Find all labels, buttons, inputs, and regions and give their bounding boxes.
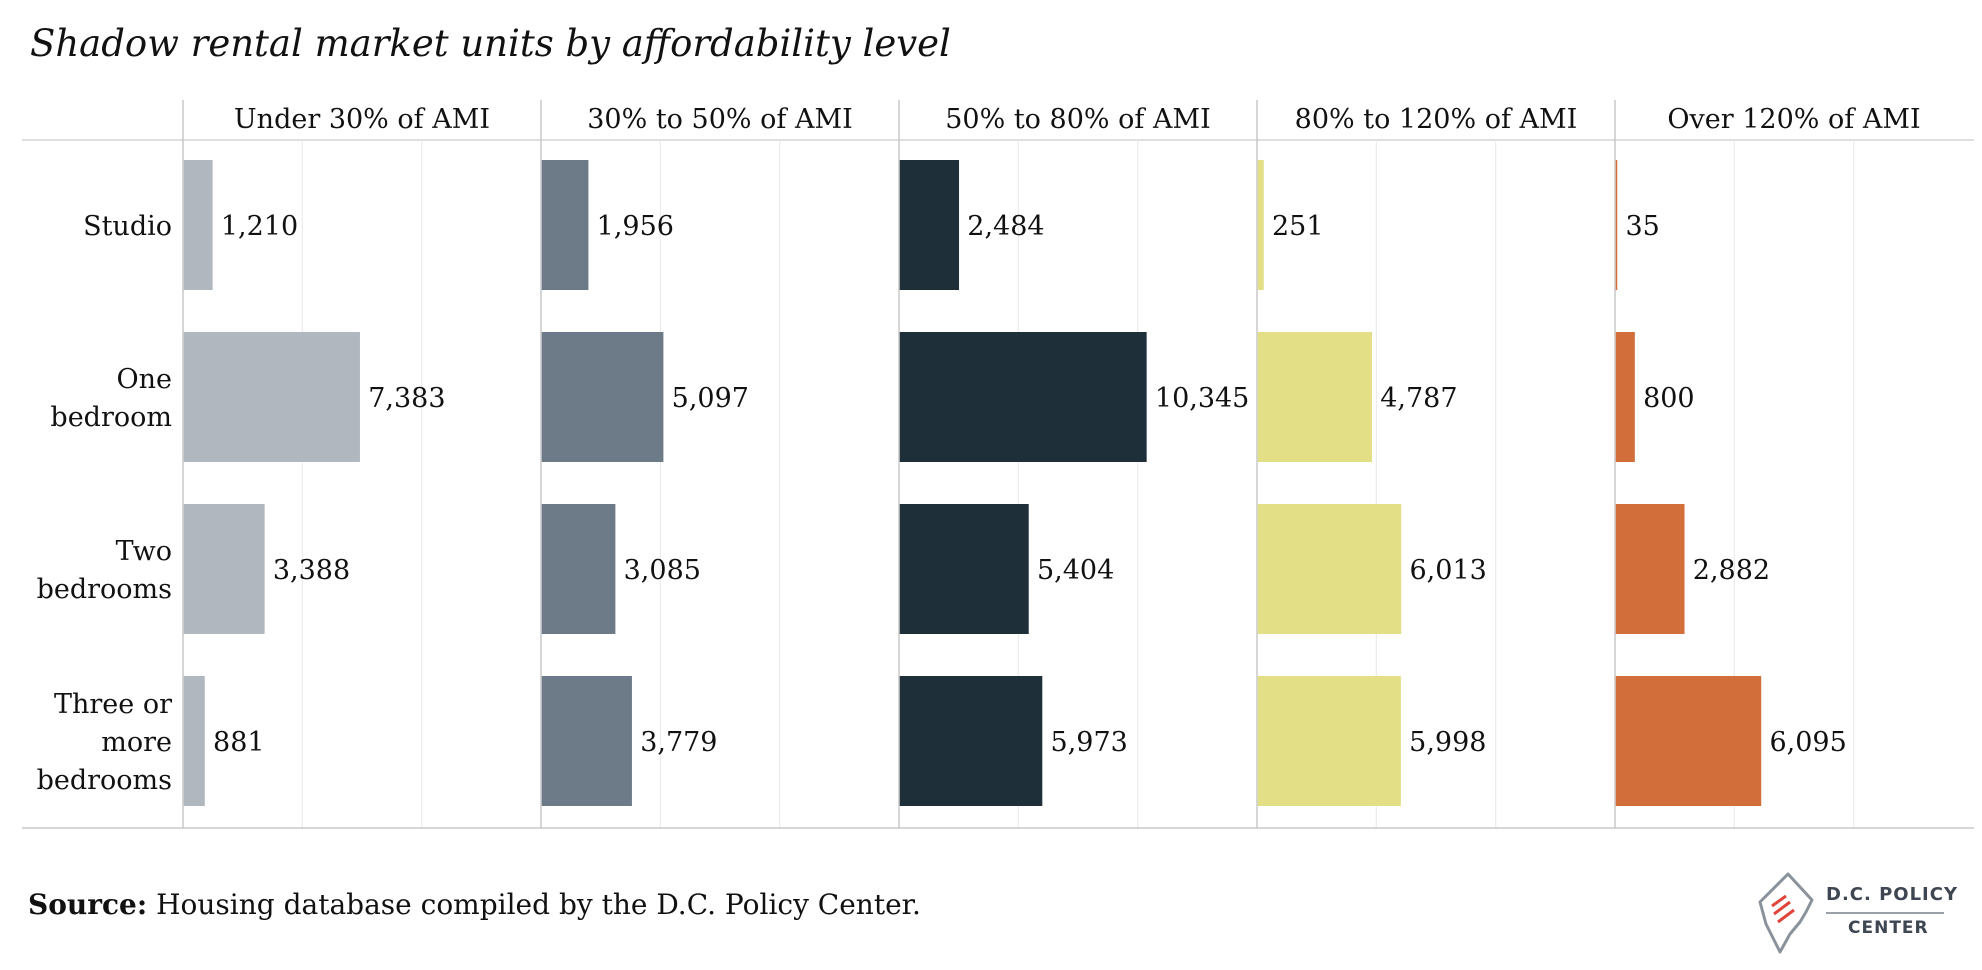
data-label: 800 bbox=[1643, 383, 1695, 414]
bar bbox=[1615, 160, 1618, 290]
data-label: 6,095 bbox=[1769, 727, 1846, 758]
data-label: 3,085 bbox=[624, 555, 701, 586]
bar bbox=[541, 504, 616, 634]
bar bbox=[899, 332, 1147, 462]
bar bbox=[1257, 676, 1401, 806]
source-label: Source: bbox=[28, 888, 148, 921]
data-label: 3,388 bbox=[273, 555, 350, 586]
logo-text-line2: CENTER bbox=[1848, 918, 1929, 938]
data-label: 251 bbox=[1272, 211, 1324, 242]
data-label: 2,484 bbox=[967, 211, 1044, 242]
bar bbox=[1257, 332, 1372, 462]
bar bbox=[899, 160, 960, 290]
bar bbox=[1257, 504, 1402, 634]
bar bbox=[541, 332, 664, 462]
bar bbox=[541, 676, 632, 806]
bar bbox=[1615, 676, 1762, 806]
bar bbox=[899, 504, 1029, 634]
source-note: Source: Housing database compiled by the… bbox=[28, 888, 921, 921]
row-label: Two bedrooms bbox=[37, 536, 172, 605]
row-label: Studio bbox=[83, 211, 172, 242]
data-label: 2,882 bbox=[1693, 555, 1770, 586]
small-multiples-bar-chart: Under 30% of AMI 1,210 7,383 3,388 881 30% to… bbox=[22, 100, 1974, 829]
data-label: 1,956 bbox=[597, 211, 674, 242]
bar bbox=[1615, 332, 1635, 462]
data-label: 6,013 bbox=[1410, 555, 1487, 586]
data-label: 5,404 bbox=[1037, 555, 1114, 586]
source-text: Housing database compiled by the D.C. Po… bbox=[156, 888, 921, 921]
data-label: 881 bbox=[213, 727, 265, 758]
panel-header: 30% to 50% of AMI bbox=[587, 104, 853, 135]
data-label: 4,787 bbox=[1380, 383, 1457, 414]
row-label: One bedroom bbox=[50, 364, 172, 433]
bar bbox=[541, 160, 589, 290]
data-label: 5,973 bbox=[1051, 727, 1128, 758]
panel-header: Under 30% of AMI bbox=[234, 104, 490, 135]
panel-header: 50% to 80% of AMI bbox=[945, 104, 1211, 135]
bar bbox=[1615, 504, 1685, 634]
logo-mark-icon bbox=[1758, 872, 1814, 954]
data-label: 7,383 bbox=[368, 383, 445, 414]
data-label: 10,345 bbox=[1155, 383, 1249, 414]
panel-header: 80% to 120% of AMI bbox=[1295, 104, 1578, 135]
logo-divider bbox=[1826, 912, 1944, 914]
data-label: 1,210 bbox=[221, 211, 298, 242]
bar bbox=[183, 504, 265, 634]
row-label: Three or more bedrooms bbox=[37, 689, 173, 796]
bar bbox=[183, 332, 360, 462]
dc-policy-center-logo: D.C. POLICY CENTER bbox=[1750, 862, 1960, 962]
chart-title: Shadow rental market units by affordabil… bbox=[30, 22, 951, 65]
bar bbox=[183, 160, 213, 290]
logo-text-line1: D.C. POLICY bbox=[1826, 884, 1958, 905]
bar bbox=[1257, 160, 1264, 290]
data-label: 3,779 bbox=[640, 727, 717, 758]
bar bbox=[899, 676, 1043, 806]
data-label: 5,097 bbox=[672, 383, 749, 414]
data-label: 35 bbox=[1626, 211, 1660, 242]
bar bbox=[183, 676, 205, 806]
data-label: 5,998 bbox=[1409, 727, 1486, 758]
panel-header: Over 120% of AMI bbox=[1667, 104, 1920, 135]
